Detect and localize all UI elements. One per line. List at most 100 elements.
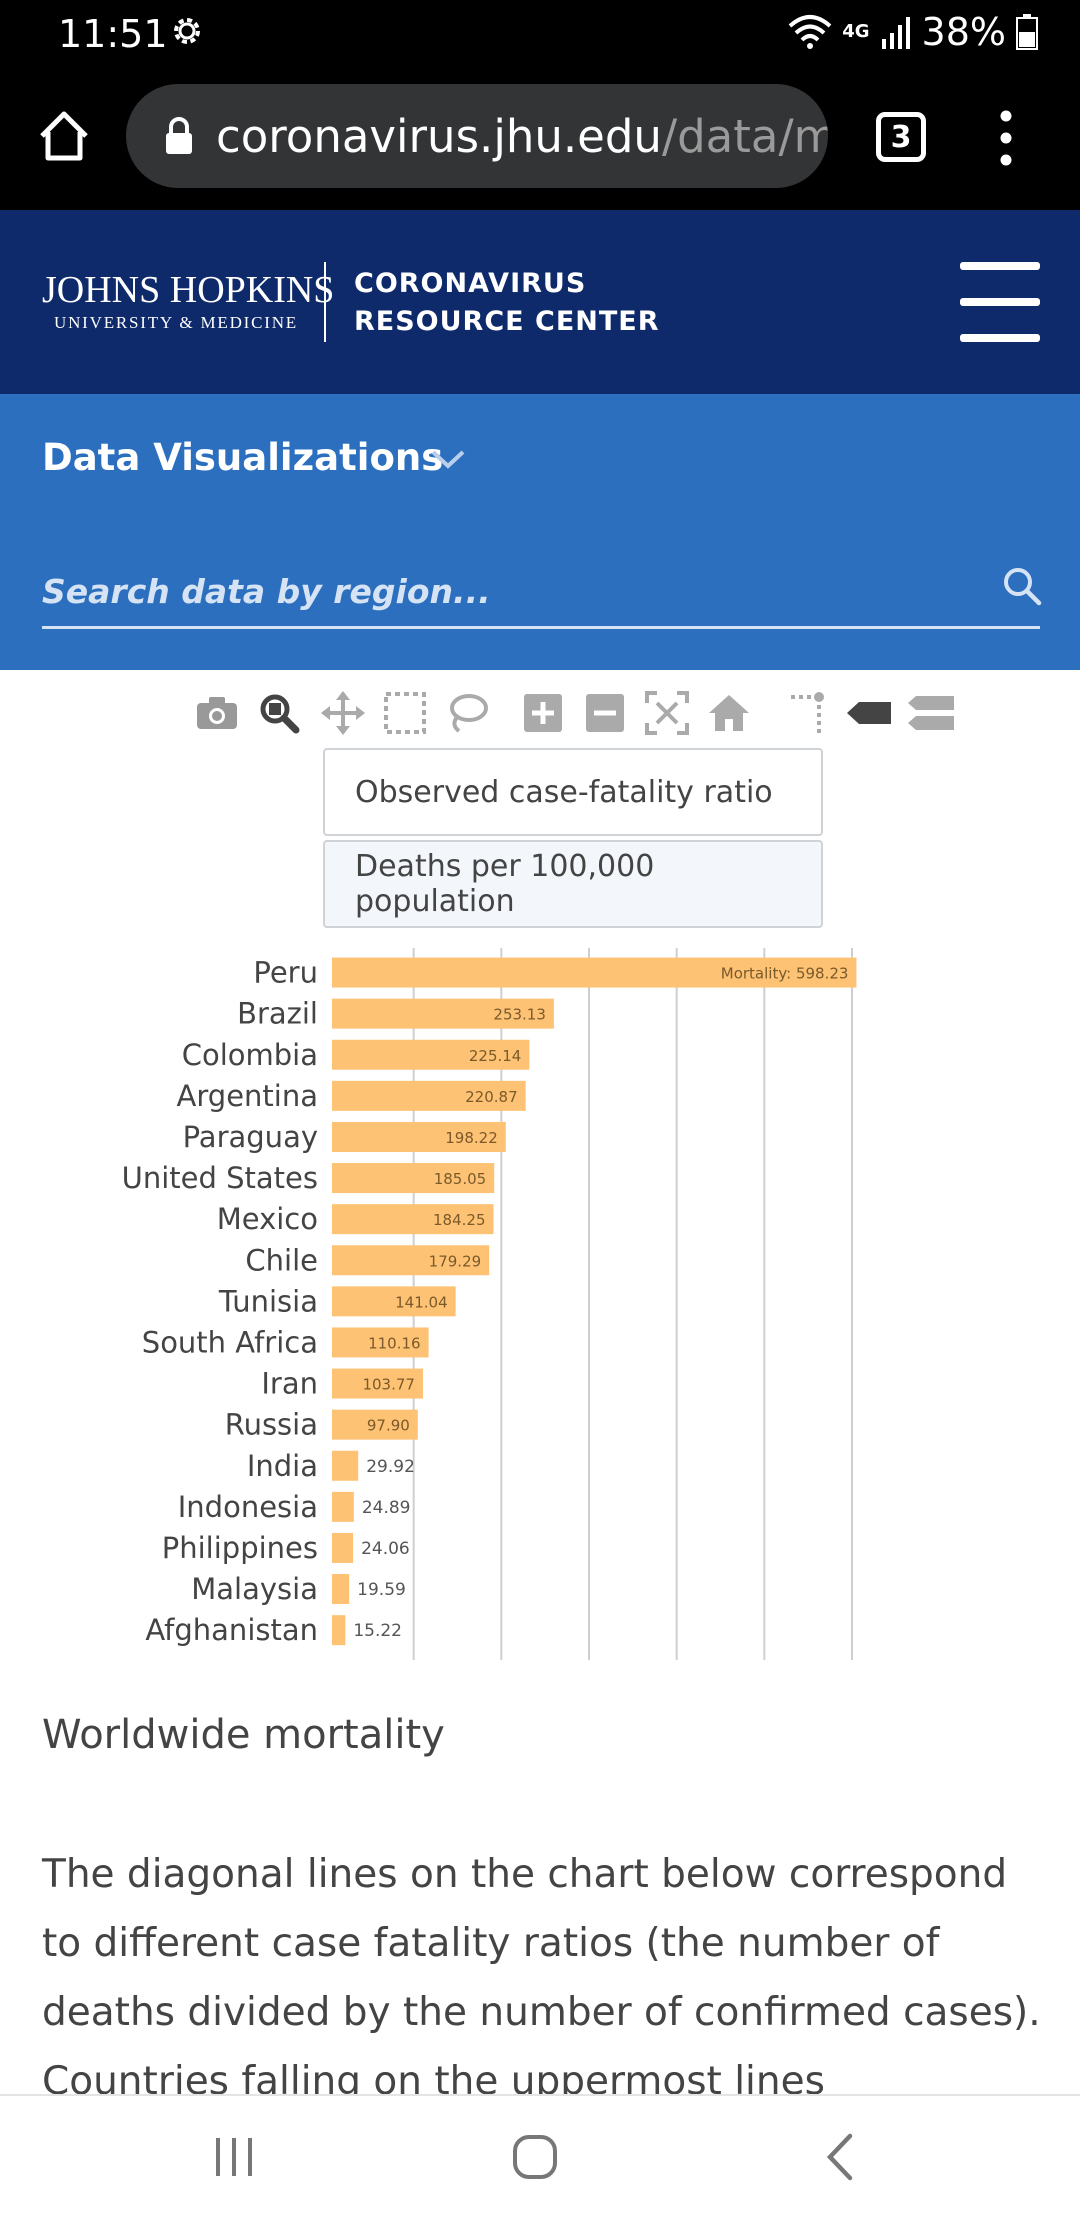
hamburger-menu-icon[interactable] [960, 260, 1040, 344]
category-label: Mexico [217, 1202, 318, 1236]
bar[interactable] [332, 1491, 354, 1522]
bar[interactable] [332, 1368, 423, 1399]
bar[interactable] [332, 1204, 494, 1235]
hover-closest-icon[interactable] [846, 690, 892, 736]
section-heading: Worldwide mortality [42, 1712, 445, 1758]
zoom-icon[interactable] [256, 690, 302, 736]
wifi-icon [788, 15, 832, 49]
brand-name: JOHNS HOPKINS [42, 269, 335, 311]
search-region-input[interactable] [42, 564, 992, 618]
bar-value-label: 24.06 [361, 1539, 410, 1559]
bar-value-label: 253.13 [493, 1006, 546, 1024]
spike-lines-icon[interactable] [786, 690, 832, 736]
metric-case-fatality-button[interactable]: Observed case-fatality ratio [323, 748, 823, 836]
back-icon[interactable] [822, 2132, 856, 2182]
metric-deaths-per-100k-button[interactable]: Deaths per 100,000 population [323, 840, 823, 928]
recent-apps-icon[interactable] [212, 2134, 256, 2180]
hover-compare-icon[interactable] [908, 690, 954, 736]
bar-value-label: 29.92 [366, 1457, 415, 1477]
home-nav-icon[interactable] [512, 2134, 558, 2180]
browser-toolbar: coronavirus.jhu.edu/data/mc 3 [0, 66, 1080, 210]
category-label: India [247, 1449, 318, 1483]
lasso-select-icon[interactable] [444, 690, 490, 736]
category-label: Russia [225, 1408, 318, 1442]
data-visualizations-dropdown[interactable]: Data Visualizations [42, 436, 444, 479]
bar-value-label: 19.59 [357, 1580, 406, 1600]
category-label: Paraguay [183, 1120, 318, 1154]
pan-icon[interactable] [320, 690, 366, 736]
tab-switcher-button[interactable]: 3 [876, 112, 926, 162]
category-label: South Africa [142, 1325, 318, 1359]
status-indicators: 4G 38% [788, 10, 1038, 54]
bar[interactable] [332, 1450, 359, 1481]
box-select-icon[interactable] [382, 690, 428, 736]
zoom-out-icon[interactable] [582, 690, 628, 736]
resource-center-title-line1: CORONAVIRUS [354, 268, 587, 299]
brand-subtitle: UNIVERSITY & MEDICINE [54, 313, 298, 332]
category-label: Afghanistan [145, 1613, 318, 1647]
bar-value-label: 198.22 [445, 1129, 498, 1147]
url-text: coronavirus.jhu.edu/data/mc [216, 110, 828, 163]
resource-center-title-line2: RESOURCE CENTER [354, 306, 660, 337]
battery-icon [1016, 14, 1038, 50]
plot-modebar [190, 690, 1010, 742]
bar-value-label: 225.14 [469, 1047, 522, 1065]
category-label: Peru [253, 956, 318, 990]
category-label: Iran [261, 1367, 318, 1401]
bar[interactable] [332, 1409, 418, 1440]
bar[interactable] [332, 1286, 456, 1317]
bar-value-label: 97.90 [367, 1417, 410, 1435]
bar-value-label: 179.29 [429, 1252, 482, 1270]
bar[interactable] [332, 1163, 495, 1194]
bar[interactable] [332, 1327, 429, 1358]
signal-icon [881, 17, 910, 49]
category-label: Colombia [182, 1038, 318, 1072]
section-paragraph: The diagonal lines on the chart below co… [42, 1852, 1041, 2104]
logo-divider [324, 262, 326, 342]
bar-value-label: 185.05 [434, 1170, 487, 1188]
camera-icon[interactable] [194, 690, 240, 736]
search-underline [42, 626, 1040, 629]
category-label: United States [122, 1161, 318, 1195]
settings-gear-icon [174, 18, 200, 44]
chevron-down-icon[interactable] [430, 448, 466, 470]
category-label: Argentina [177, 1079, 318, 1113]
bar-value-label: 15.22 [353, 1621, 402, 1641]
zoom-in-icon[interactable] [520, 690, 566, 736]
status-bar: 11:51 4G 38% [0, 0, 1080, 66]
category-label: Brazil [237, 997, 318, 1031]
bar[interactable] [332, 1245, 490, 1276]
category-label: Chile [245, 1243, 318, 1277]
bar[interactable] [332, 1574, 350, 1605]
more-options-icon[interactable] [988, 108, 1024, 168]
bar-value-label: 184.25 [433, 1211, 486, 1229]
address-bar[interactable]: coronavirus.jhu.edu/data/mc [126, 84, 828, 188]
bar[interactable] [332, 1039, 530, 1070]
search-icon[interactable] [1002, 566, 1042, 606]
autoscale-icon[interactable] [644, 690, 690, 736]
bar-value-label: 24.89 [362, 1498, 411, 1518]
bar[interactable] [332, 1615, 346, 1646]
url-host: coronavirus.jhu.edu [216, 109, 662, 163]
bar[interactable] [332, 1080, 526, 1111]
reset-axes-icon[interactable] [706, 690, 752, 736]
url-path: /data/mc [661, 109, 828, 163]
category-label: Malaysia [191, 1572, 318, 1606]
category-label: Tunisia [218, 1284, 318, 1318]
bar-value-label: Mortality: 598.23 [721, 965, 849, 983]
bar[interactable] [332, 957, 857, 988]
bar[interactable] [332, 998, 554, 1029]
site-header: JOHNS HOPKINS UNIVERSITY & MEDICINE CORO… [0, 210, 1080, 394]
bar-value-label: 220.87 [465, 1088, 518, 1106]
home-icon[interactable] [36, 108, 92, 164]
system-navigation-bar [0, 2094, 1080, 2220]
category-label: Philippines [162, 1531, 318, 1565]
category-label: Indonesia [178, 1490, 318, 1524]
bar-value-label: 141.04 [395, 1293, 448, 1311]
network-type: 4G [842, 21, 870, 42]
nav-band: Data Visualizations [0, 394, 1080, 670]
bar[interactable] [332, 1532, 354, 1563]
bar-value-label: 110.16 [368, 1334, 421, 1352]
bar[interactable] [332, 1121, 506, 1152]
lock-icon [166, 117, 192, 154]
